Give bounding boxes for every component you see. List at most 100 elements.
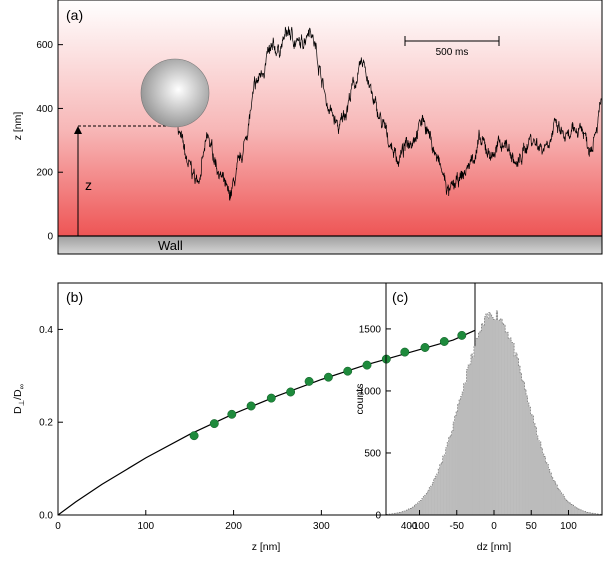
panel-c-histogram-bar <box>570 504 573 515</box>
panel-c-histogram-bar <box>578 509 580 515</box>
panel-c-histogram-bar <box>596 513 598 515</box>
panel-c-histogram-bar <box>587 512 589 515</box>
panel-c-histogram-bar <box>456 411 458 515</box>
panel-c-histogram-bar <box>432 482 434 515</box>
panel-c-histogram-bar <box>399 512 402 515</box>
panel-a-frame <box>57 0 603 255</box>
panel-c-histogram-bar <box>515 352 518 515</box>
panel-c-histogram-bar <box>406 509 409 515</box>
panel-c-histogram-bar <box>551 476 554 515</box>
panel-b-data-point <box>362 360 372 370</box>
panel-c-histogram-bar <box>463 383 466 515</box>
panel-c-histogram-bar <box>542 453 545 515</box>
panel-c-histogram-bar <box>436 473 439 515</box>
panel-c-histogram-bar <box>500 318 503 515</box>
panel-b-x-tick-label: 300 <box>313 521 330 532</box>
panel-c-histogram-bar <box>445 447 448 515</box>
panel-c-histogram-bar <box>430 486 433 515</box>
panel-c-histogram-bar <box>402 511 405 515</box>
panel-c-histogram-bar <box>575 507 577 515</box>
panel-a-y-tick-label: 200 <box>36 168 53 179</box>
panel-c-histogram-bar <box>573 506 576 515</box>
panel-a-y-tick-label: 600 <box>36 40 53 51</box>
panel-b: 0 100 200 300 400 0.0 0.2 0.4 (b) z [nm] D⊥/D∞ <box>12 282 476 553</box>
panel-c-histogram-bar <box>523 381 525 515</box>
panel-c-histogram-bar <box>545 462 548 515</box>
panel-c-y-ticks: 0 500 1000 1500 <box>359 324 391 522</box>
panel-a-y-axis-label: z [nm] <box>12 112 24 141</box>
panel-c-histogram-bar <box>588 512 591 515</box>
panel-c-histogram-bar <box>453 422 455 515</box>
panel-c-histogram-bar <box>520 372 522 515</box>
panel-c-histogram-bar <box>558 489 561 515</box>
panel-c-histogram <box>386 310 603 515</box>
panel-c-histogram-bar <box>555 484 558 515</box>
panel-c-histogram-bar <box>481 323 484 515</box>
panel-c-x-tick-label: -100 <box>410 521 430 532</box>
panel-c-histogram-bar <box>569 502 571 515</box>
panel-c-histogram-bar <box>543 456 546 515</box>
panel-c-x-ticks: -100 -50 0 50 100 <box>410 510 577 532</box>
panel-c-histogram-bar <box>439 464 442 515</box>
panel-c-histogram-bar <box>414 505 416 515</box>
panel-c-y-tick-label: 1500 <box>359 324 382 335</box>
panel-b-y-label-sub2: ∞ <box>17 384 26 389</box>
panel-c-histogram-bar <box>557 488 559 515</box>
panel-c-histogram-bar <box>485 313 488 515</box>
panel-b-data-point <box>400 347 410 357</box>
panel-c-histogram-bar <box>560 492 562 515</box>
panel-c-histogram-bar <box>549 472 552 515</box>
panel-c-histogram-bar <box>460 396 463 515</box>
panel-b-data-point <box>323 372 333 382</box>
panel-c-histogram-bar <box>584 511 586 515</box>
panel-c-histogram-bar <box>473 345 476 515</box>
panel-b-y-tick-label: 0.2 <box>39 418 53 429</box>
panel-a-trace-line <box>177 26 602 201</box>
panel-c-histogram-bar <box>447 442 449 515</box>
panel-c-histogram-bar <box>487 318 489 515</box>
panel-c-histogram-bar <box>591 513 594 515</box>
panel-a-y-tick-label: 0 <box>47 232 53 243</box>
panel-c-histogram-bar <box>533 423 536 515</box>
panel-c-histogram-bar <box>408 508 411 515</box>
panel-c-histogram-outline <box>386 310 602 515</box>
panel-c: -100 -50 0 50 100 0 500 1000 1500 (c) dz [nm] c… <box>354 282 603 553</box>
panel-c-histogram-bar <box>479 330 482 515</box>
panel-c-histogram-bar <box>448 437 451 515</box>
panel-c-histogram-bar <box>412 506 415 515</box>
panel-c-y-tick-label: 1000 <box>359 386 382 397</box>
wall <box>58 236 602 254</box>
panel-c-histogram-bar <box>579 509 582 515</box>
panel-c-histogram-bar <box>521 380 524 515</box>
panel-c-histogram-bar <box>393 513 396 515</box>
panel-b-theory-curve <box>58 329 475 515</box>
panel-c-histogram-bar <box>526 395 528 515</box>
panel-c-histogram-bar <box>429 487 431 515</box>
sphere-particle <box>140 58 210 128</box>
panel-c-histogram-bar <box>496 310 498 515</box>
panel-c-histogram-bar <box>433 478 436 515</box>
panel-b-x-tick-label: 100 <box>137 521 154 532</box>
panel-c-histogram-bar <box>531 415 534 515</box>
panel-c-histogram-bar <box>476 338 479 515</box>
panel-c-histogram-bar <box>396 512 399 515</box>
panel-c-histogram-bar <box>472 357 475 515</box>
panel-c-histogram-bar <box>464 382 467 515</box>
panel-c-histogram-bar <box>540 447 543 515</box>
panel-a-y-ticks: 0 200 400 600 <box>36 40 63 243</box>
panel-b-x-ticks: 0 100 200 300 400 <box>55 510 418 532</box>
panel-c-histogram-bar <box>581 510 583 515</box>
panel-b-x-tick-label: 400 <box>401 521 418 532</box>
panel-b-x-tick-label: 0 <box>55 521 61 532</box>
panel-c-histogram-bar <box>411 507 414 515</box>
panel-b-data-point <box>209 419 219 429</box>
panel-c-histogram-bar <box>403 511 406 515</box>
panel-c-histogram-bar <box>451 430 454 515</box>
panel-b-y-tick-label: 0.4 <box>39 325 53 336</box>
panel-c-histogram-bar <box>563 496 565 515</box>
panel-c-histogram-bar <box>423 496 425 515</box>
panel-c-histogram-bar <box>441 462 443 515</box>
panel-a-trace <box>177 26 602 201</box>
panel-c-x-tick-label: 0 <box>491 521 497 532</box>
panel-c-histogram-bar <box>435 476 437 515</box>
